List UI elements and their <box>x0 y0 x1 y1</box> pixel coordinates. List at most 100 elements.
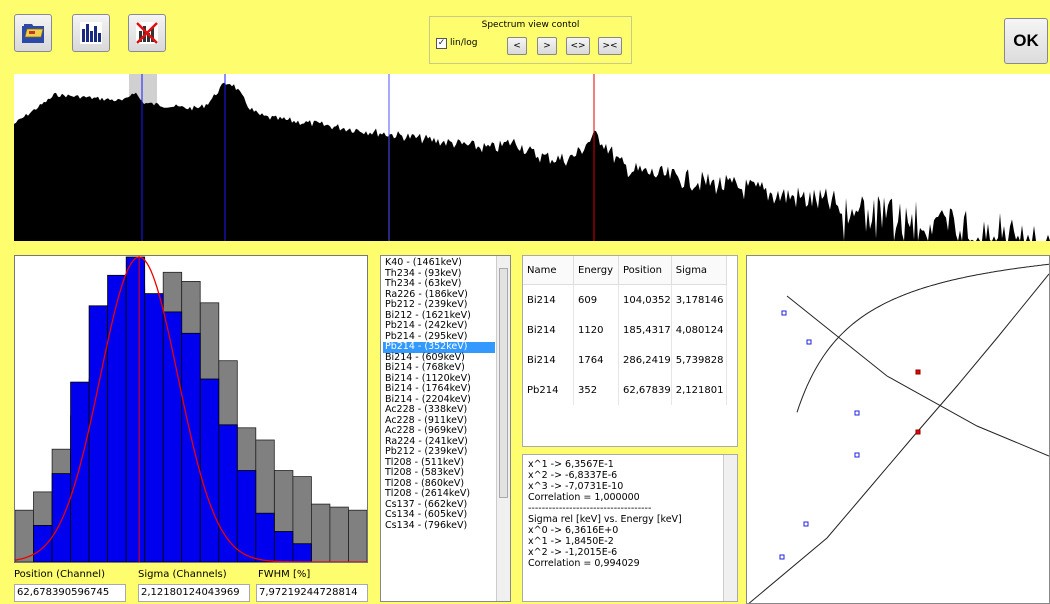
histogram-bar-measured <box>348 509 367 562</box>
nuclide-list-item[interactable]: K40 - (1461keV) <box>385 257 462 268</box>
nuclide-list-item[interactable]: Ra226 - (186keV) <box>385 288 468 300</box>
calibration-point <box>854 452 860 458</box>
nuclide-list-item[interactable]: Tl208 - (860keV) <box>385 477 465 489</box>
fit-results-scrollbar[interactable] <box>723 455 737 601</box>
open-folder-icon <box>22 24 44 43</box>
calibration-curves <box>748 263 1049 603</box>
nuclide-list-item[interactable]: Cs134 - (605keV) <box>385 509 468 520</box>
cell-name: Bi214 <box>523 284 574 315</box>
calibration-point <box>854 410 860 416</box>
zoom-in-button[interactable]: >< <box>598 37 622 55</box>
calibration-point <box>779 554 785 560</box>
spectrum-plot <box>14 74 1050 241</box>
fit-results-lines: x^1 -> 6,3567E-1 x^2 -> -6,8337E-6 x^3 -> … <box>528 459 682 569</box>
nuclide-list-item[interactable]: Tl208 - (583keV) <box>385 467 465 478</box>
cell-position: 185,4317 <box>618 315 672 345</box>
scroll-right-button[interactable]: > <box>537 37 557 55</box>
clear-spectrum-button[interactable] <box>128 14 166 52</box>
histogram-bar-fit <box>70 381 90 562</box>
nuclide-table: Name Energy Position Sigma Bi214 609 104… <box>522 255 738 447</box>
calibration-point <box>803 521 809 527</box>
cell-position: 62,67839 <box>618 375 672 405</box>
nuclide-list-item[interactable]: Pb212 - (239keV) <box>385 299 468 310</box>
nuclide-list-item[interactable]: Tl208 - (2614keV) <box>385 488 471 499</box>
nuclide-list-item[interactable]: Bi212 - (1621keV) <box>385 309 471 321</box>
nuclide-list-item[interactable]: Th234 - (63keV) <box>385 278 462 289</box>
nuclide-list-scrollbar[interactable] <box>496 256 510 601</box>
fit-results-line: x^1 -> 6,3567E-1 <box>528 459 614 470</box>
nuclide-list-item[interactable]: Ra224 - (241keV) <box>385 435 468 447</box>
spectrum-view-control: Spectrum view contol ✓ lin/log < > <> >< <box>429 16 632 64</box>
histogram-bar-measured <box>15 509 34 562</box>
nuclide-list-item[interactable]: Bi214 - (609keV) <box>385 351 465 363</box>
open-spectrum-button[interactable] <box>14 14 52 52</box>
table-row[interactable]: Bi214 1764 286,2419 5,739828 <box>523 345 727 375</box>
resolution-curve <box>786 295 1049 457</box>
histogram-bar-fit <box>88 305 108 562</box>
peak-histogram <box>15 256 367 562</box>
column-header-energy[interactable]: Energy <box>573 256 619 285</box>
histogram-bar-measured <box>310 503 331 562</box>
nuclide-list-item[interactable]: Pb214 - (295keV) <box>385 330 468 342</box>
fit-results-line: Correlation = 1,000000 <box>528 492 640 503</box>
scroll-left-button[interactable]: < <box>507 37 527 55</box>
scrollbar-thumb[interactable] <box>499 268 508 498</box>
cell-energy: 1764 <box>573 345 619 375</box>
table-row[interactable]: Bi214 609 104,0352 3,178146 <box>523 284 727 315</box>
cell-position: 286,2419 <box>618 345 672 375</box>
nuclide-list-item[interactable]: Pb212 - (239keV) <box>385 446 468 457</box>
nuclide-list-item[interactable]: Pb214 - (352keV) <box>383 341 495 353</box>
fit-results-line: ------------------------------------ <box>528 503 652 514</box>
cell-energy: 352 <box>573 375 619 405</box>
fit-results-line: x^0 -> 6,3616E+0 <box>528 525 619 536</box>
column-header-name[interactable]: Name <box>523 256 574 285</box>
nuclide-list-item[interactable]: Cs137 - (662keV) <box>385 498 468 510</box>
nuclide-list-item[interactable]: Bi214 - (1764keV) <box>385 383 471 394</box>
histogram-bar-fit <box>236 470 257 562</box>
fwhm-field[interactable]: 7,97219244728814 <box>256 584 368 602</box>
nuclide-list-item[interactable]: Ac228 - (911keV) <box>385 414 468 426</box>
nuclide-list-item[interactable]: Bi214 - (768keV) <box>385 362 465 373</box>
fit-results-text[interactable]: x^1 -> 6,3567E-1 x^2 -> -6,8337E-6 x^3 -> … <box>522 454 738 602</box>
spectrum-bars-button[interactable] <box>72 14 110 52</box>
position-field[interactable]: 62,678390596745 <box>14 584 126 602</box>
cell-sigma: 3,178146 <box>671 284 727 315</box>
sigma-field[interactable]: 2,12180124043969 <box>138 584 250 602</box>
nuclide-list-item[interactable]: Tl208 - (511keV) <box>385 456 465 468</box>
cell-position: 104,0352 <box>618 284 672 315</box>
cell-sigma: 2,121801 <box>671 375 727 405</box>
nuclide-list-item[interactable]: Bi214 - (2204keV) <box>385 393 471 405</box>
calibration-point <box>806 339 812 345</box>
column-header-position[interactable]: Position <box>618 256 672 285</box>
fit-results-line: Correlation = 0,994029 <box>528 558 640 569</box>
fit-results-line: x^2 -> -6,8337E-6 <box>528 470 618 481</box>
histogram-bar-fit <box>292 543 312 562</box>
histogram-bar-fit <box>125 256 146 562</box>
calibration-plot <box>746 255 1050 604</box>
spectrum-view[interactable] <box>14 74 1050 241</box>
lin-log-checkbox[interactable]: ✓ <box>436 38 447 49</box>
nuclide-list-item[interactable]: Ac228 - (969keV) <box>385 425 468 436</box>
calibration-line <box>748 273 1049 603</box>
cell-name: Bi214 <box>523 315 574 345</box>
nuclide-list-item[interactable]: Pb214 - (242keV) <box>385 320 468 331</box>
fit-results-line: x^2 -> -1,2015E-6 <box>528 547 618 558</box>
nuclide-list-item[interactable]: Th234 - (93keV) <box>385 267 462 279</box>
spectrum-view-control-title: Spectrum view contol <box>481 20 580 30</box>
sigma-label: Sigma (Channels) <box>138 569 227 580</box>
table-row[interactable]: Pb214 352 62,67839 2,121801 <box>523 375 727 405</box>
clear-spectrum-icon <box>136 22 158 44</box>
cell-sigma: 4,080124 <box>671 315 727 345</box>
nuclide-list-item[interactable]: Ac228 - (338keV) <box>385 404 468 415</box>
gauss-fit-curve <box>15 256 367 562</box>
fwhm-label: FWHM [%] <box>258 569 311 580</box>
column-header-sigma[interactable]: Sigma <box>671 256 727 285</box>
zoom-out-button[interactable]: <> <box>566 37 590 55</box>
ok-button[interactable]: OK <box>1004 18 1048 64</box>
nuclide-list-items: K40 - (1461keV) Th234 - (93keV) Th234 - (6… <box>383 257 495 531</box>
histogram-bar-fit <box>199 378 220 562</box>
nuclide-list-item[interactable]: Cs134 - (796keV) <box>385 519 468 531</box>
table-row[interactable]: Bi214 1120 185,4317 4,080124 <box>523 315 727 345</box>
nuclide-list-item[interactable]: Bi214 - (1120keV) <box>385 372 471 384</box>
nuclide-list[interactable]: K40 - (1461keV) Th234 - (93keV) Th234 - (6… <box>380 255 511 602</box>
